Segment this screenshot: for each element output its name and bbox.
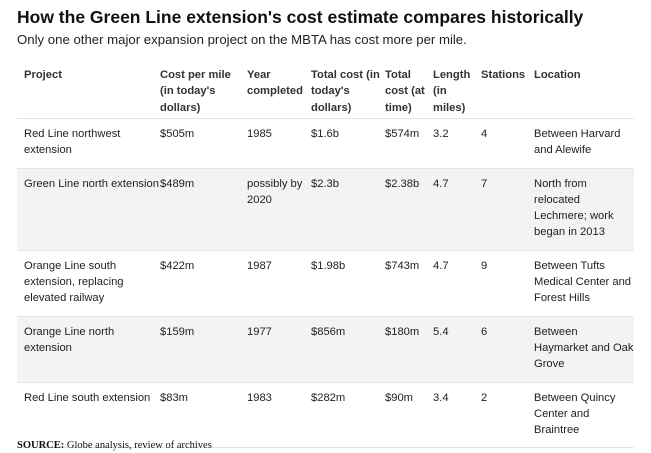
table-row: Red Line northwest extension $505m 1985 … [17,118,634,169]
column-header: Year completed [247,69,303,98]
table-cell-location: Between Tufts Medical Center and Forest … [534,249,634,317]
table-cell-location: North from relocated Lechmere; work bega… [534,167,634,251]
source-note: SOURCE: Globe analysis, review of archiv… [17,440,212,451]
table-cell-length: 4.7 [433,249,481,317]
source-label: SOURCE: [17,440,65,451]
table-cell-stations: 6 [481,315,534,383]
table-cell-stations: 2 [481,381,534,449]
table-cell-project: Orange Line south extension, replacing e… [17,249,160,317]
table-cell-cost-per-mile: $489m [160,167,247,251]
table-cell-year: possibly by 2020 [247,167,311,251]
source-text: Globe analysis, review of archives [64,440,212,451]
table-cell-stations: 9 [481,249,534,317]
table-row: Orange Line south extension, replacing e… [17,249,634,317]
table-cell-total-cost-at-time: $90m [385,381,433,449]
table-cell-cost-per-mile: $422m [160,249,247,317]
table-cell-year: 1977 [247,315,311,383]
table-cell-length: 3.2 [433,118,481,169]
table-cell-total-cost-at-time: $743m [385,249,433,317]
table-cell-project: Green Line north extension [17,167,160,251]
table-cell-stations: 7 [481,167,534,251]
table-cell-total-cost-today: $2.3b [311,167,385,251]
table-cell-stations: 4 [481,118,534,169]
table-cell-total-cost-at-time: $2.38b [385,167,433,251]
table-cell-total-cost-today: $856m [311,315,385,383]
page-subtitle: Only one other major expansion project o… [17,32,467,47]
table-cell-year: 1983 [247,381,311,449]
table-cell-cost-per-mile: $505m [160,118,247,169]
table-cell-total-cost-today: $1.98b [311,249,385,317]
table-cell-year: 1985 [247,118,311,169]
cost-comparison-table-container: Project Cost per mile (in today's dollar… [17,60,634,449]
table-cell-year: 1987 [247,249,311,317]
table-cell-total-cost-today: $282m [311,381,385,449]
table-header-row: Project Cost per mile (in today's dollar… [17,60,634,119]
table-row: Red Line south extension $83m 1983 $282m… [17,381,634,449]
table-row: Orange Line north extension $159m 1977 $… [17,315,634,383]
table-cell-total-cost-today: $1.6b [311,118,385,169]
table-cell-total-cost-at-time: $574m [385,118,433,169]
column-header: Cost per mile (in today's dollars) [160,69,231,114]
cost-comparison-table: Project Cost per mile (in today's dollar… [17,60,634,449]
table-cell-length: 4.7 [433,167,481,251]
table-cell-location: Between Haymarket and Oak Grove [534,315,634,383]
table-cell-length: 5.4 [433,315,481,383]
table-cell-cost-per-mile: $83m [160,381,247,449]
column-header: Stations [481,69,526,81]
table-cell-project: Red Line northwest extension [17,118,160,169]
table-row: Green Line north extension $489m possibl… [17,167,634,251]
table-cell-project: Red Line south extension [17,381,160,449]
column-header: Project [24,69,62,81]
column-header: Total cost (at time) [385,69,425,114]
table-cell-length: 3.4 [433,381,481,449]
column-header: Location [534,69,581,81]
column-header: Total cost (in today's dollars) [311,69,380,114]
table-cell-project: Orange Line north extension [17,315,160,383]
table-cell-location: Between Quincy Center and Braintree [534,381,634,449]
table-cell-cost-per-mile: $159m [160,315,247,383]
column-header: Length (in miles) [433,69,471,114]
page-title: How the Green Line extension's cost esti… [17,7,584,27]
table-cell-total-cost-at-time: $180m [385,315,433,383]
table-cell-location: Between Harvard and Alewife [534,118,634,169]
